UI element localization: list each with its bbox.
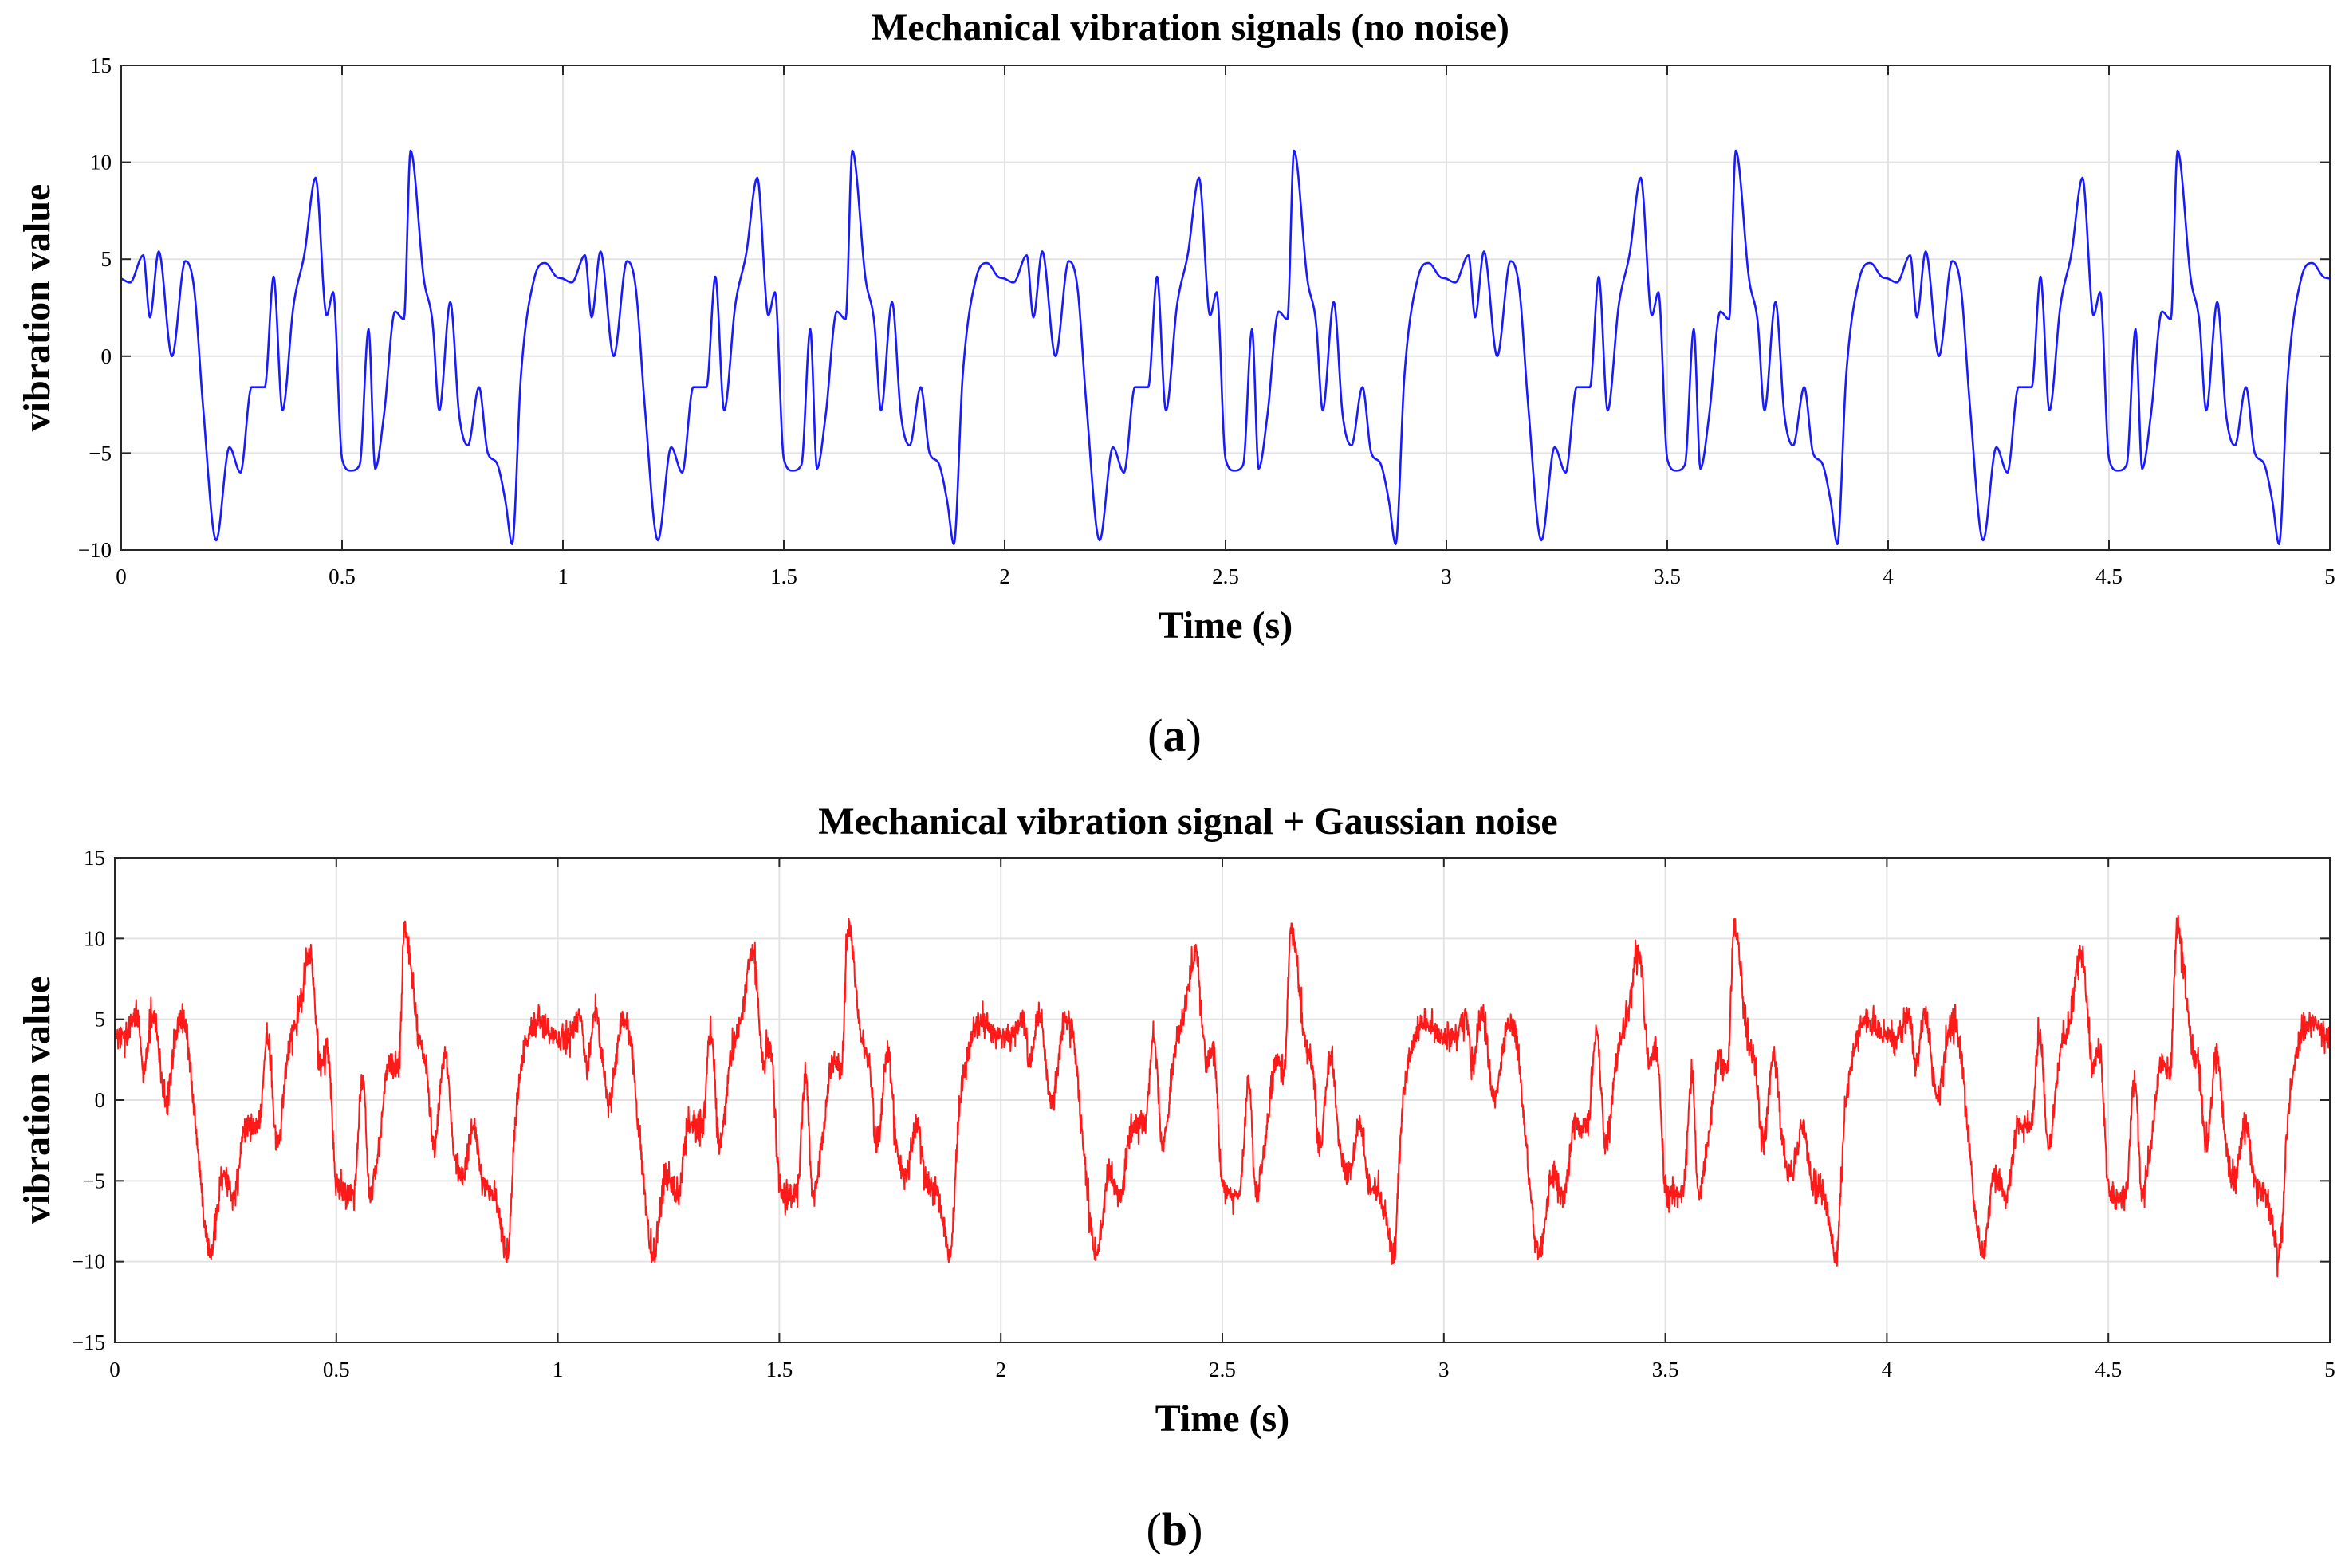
x-tick-label: 1 — [557, 564, 569, 588]
x-tick-label: 2 — [999, 564, 1010, 588]
y-tick-label: −5 — [89, 441, 112, 465]
x-tick-label: 0.5 — [323, 1358, 350, 1381]
y-tick-label: −5 — [82, 1169, 105, 1193]
panel-b-title: Mechanical vibration signal + Gaussian n… — [818, 800, 1557, 843]
panel-a: Mechanical vibration signals (no noise) … — [16, 6, 2335, 761]
x-tick-label: 5 — [2324, 1358, 2335, 1381]
x-tick-label: 1 — [553, 1358, 564, 1381]
x-tick-label: 3.5 — [1652, 1358, 1679, 1381]
panel-a-title: Mechanical vibration signals (no noise) — [872, 6, 1509, 49]
clean-signal-line — [120, 149, 2331, 545]
y-tick-label: 10 — [84, 926, 105, 950]
x-tick-label: 1.5 — [770, 564, 797, 588]
panel-a-letter: a — [1163, 709, 1186, 761]
x-tick-label: 5 — [2324, 564, 2335, 588]
y-tick-label: 5 — [101, 247, 112, 271]
panel-b-ticks — [114, 857, 2331, 1343]
panel-b-x-tick-labels: 0 0.5 1 1.5 2 2.5 3 3.5 4 4.5 5 — [109, 1358, 2335, 1381]
panel-b-letter: b — [1162, 1503, 1187, 1555]
panel-b-series — [114, 914, 2331, 1278]
x-tick-label: 3 — [1438, 1358, 1450, 1381]
x-tick-label: 3.5 — [1654, 564, 1681, 588]
x-tick-label: 4 — [1883, 564, 1894, 588]
y-tick-label: −10 — [72, 1250, 105, 1274]
x-tick-label: 4.5 — [2095, 1358, 2122, 1381]
x-tick-label: 3 — [1441, 564, 1452, 588]
x-tick-label: 0.5 — [329, 564, 356, 588]
panel-a-series — [120, 149, 2331, 545]
y-tick-label: −15 — [72, 1330, 105, 1354]
x-tick-label: 0 — [116, 564, 127, 588]
panel-b-y-axis-label: vibration value — [16, 977, 58, 1224]
y-tick-label: 0 — [95, 1088, 106, 1112]
x-tick-label: 2 — [995, 1358, 1006, 1381]
panel-a-x-tick-labels: 0 0.5 1 1.5 2 2.5 3 3.5 4 4.5 5 — [116, 564, 2335, 588]
y-tick-label: 10 — [90, 151, 112, 175]
panel-b-label: (b) — [1147, 1503, 1203, 1555]
y-tick-label: 5 — [95, 1008, 106, 1032]
panel-a-label: (a) — [1147, 709, 1202, 761]
y-tick-label: −10 — [78, 538, 112, 562]
panel-a-ticks — [120, 65, 2331, 551]
x-tick-label: 2.5 — [1209, 1358, 1236, 1381]
panel-a-y-tick-labels: −10 −5 0 5 10 15 — [78, 53, 112, 562]
noisy-signal-line — [114, 914, 2331, 1278]
panel-b-y-tick-labels: −15 −10 −5 0 5 10 15 — [72, 846, 105, 1354]
y-tick-label: 0 — [101, 344, 112, 368]
x-tick-label: 4.5 — [2095, 564, 2123, 588]
x-tick-label: 0 — [109, 1358, 120, 1381]
x-tick-label: 2.5 — [1212, 564, 1239, 588]
panel-b: Mechanical vibration signal + Gaussian n… — [16, 800, 2335, 1555]
panel-b-grid — [114, 857, 2331, 1343]
panel-a-x-axis-label: Time (s) — [1159, 604, 1293, 646]
panel-b-x-axis-label: Time (s) — [1155, 1397, 1289, 1440]
x-tick-label: 1.5 — [766, 1358, 793, 1381]
x-tick-label: 4 — [1882, 1358, 1893, 1381]
y-tick-label: 15 — [84, 846, 105, 870]
y-tick-label: 15 — [90, 53, 112, 77]
panel-a-y-axis-label: vibration value — [16, 184, 58, 432]
